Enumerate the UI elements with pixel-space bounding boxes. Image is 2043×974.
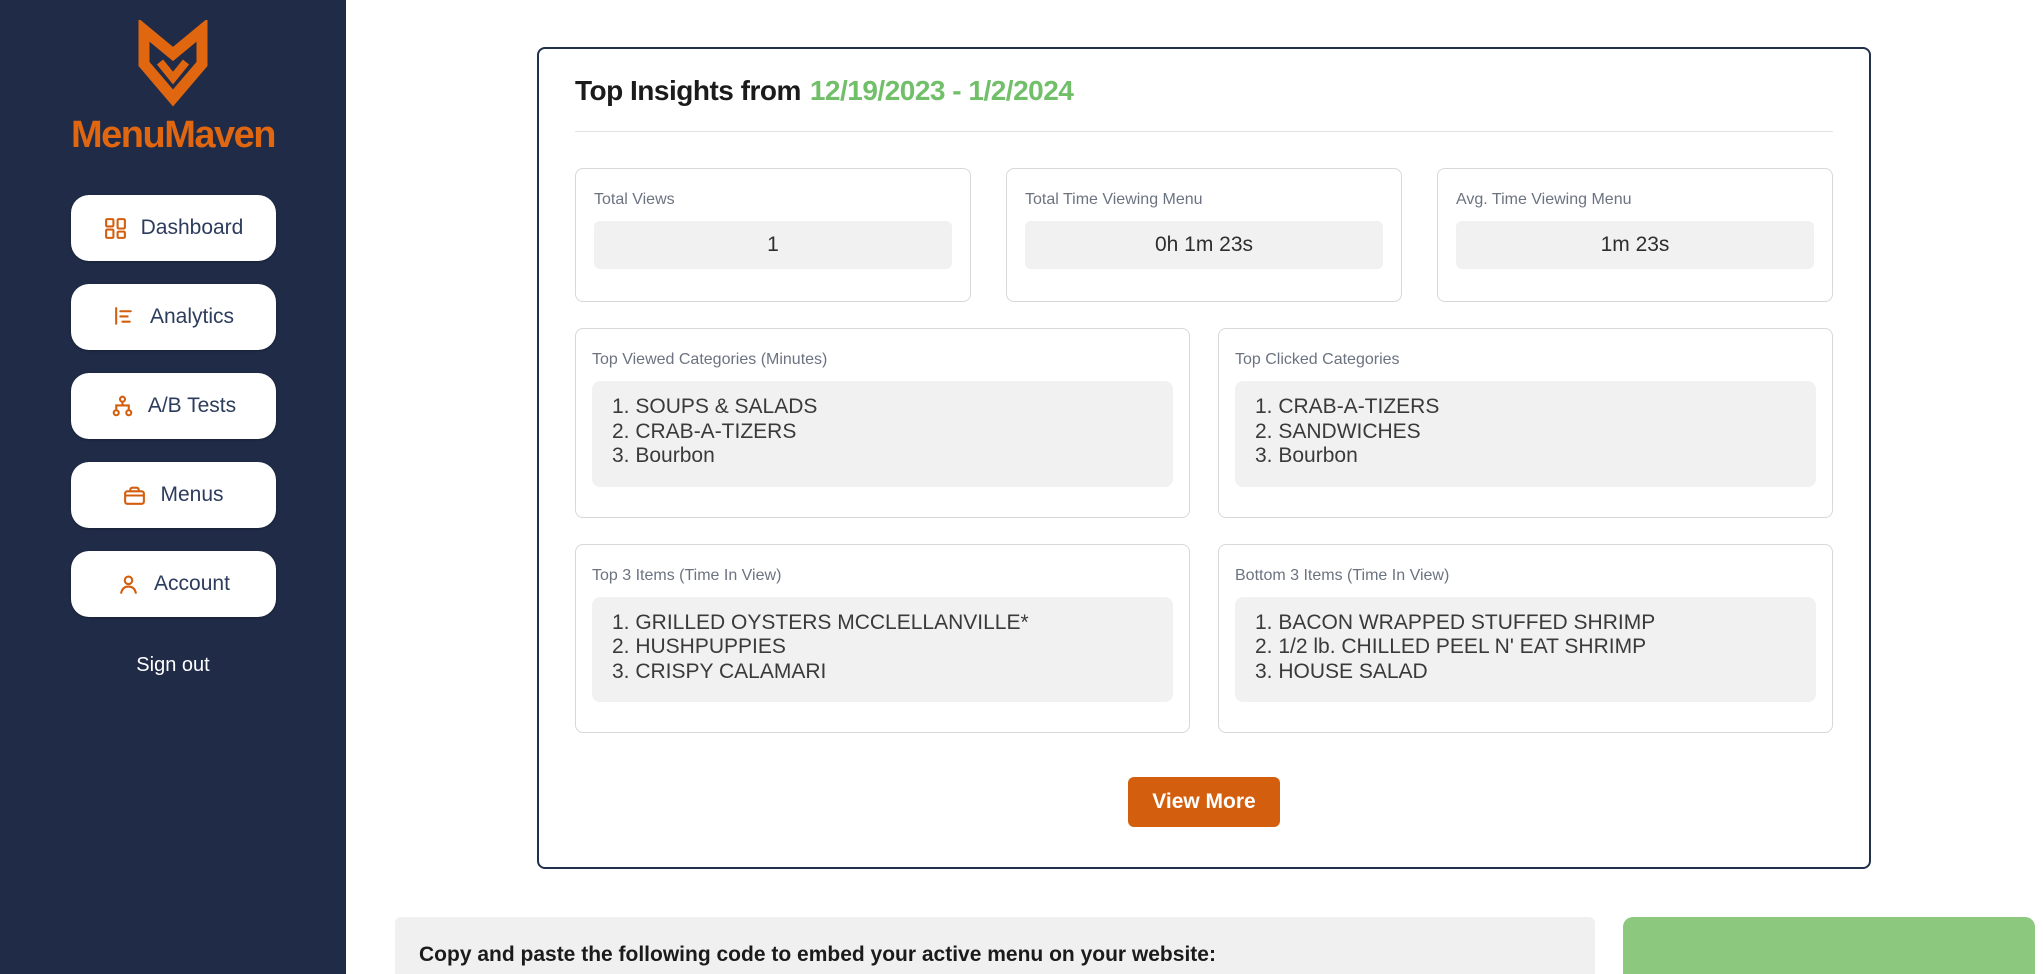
list-box: 1. CRAB-A-TIZERS 2. SANDWICHES 3. Bourbo… — [1235, 381, 1816, 487]
stat-value: 1m 23s — [1456, 221, 1814, 269]
briefcase-icon — [124, 486, 146, 505]
sign-out-link[interactable]: Sign out — [136, 654, 210, 676]
person-icon — [120, 575, 137, 594]
list-item: 3. Bourbon — [1255, 444, 1358, 468]
sidebar-item-label: Analytics — [149, 305, 235, 328]
stat-value: 0h 1m 23s — [1025, 221, 1383, 269]
list-card-bottom-items: Bottom 3 Items (Time In View) 1. BACON W… — [1218, 543, 1833, 734]
total-gained-promo: Total Gained on Menu Maven Coming Soon..… — [1623, 917, 2035, 974]
sidebar-item-account[interactable]: Account — [70, 551, 276, 617]
list-item: 2. HUSHPUPPIES — [612, 635, 786, 659]
list-card-top-items: Top 3 Items (Time In View) 1. GRILLED OY… — [575, 543, 1190, 734]
insights-title: Top Insights from 12/19/2023 - 1/2/2024 — [575, 75, 1833, 107]
stat-label: Avg. Time Viewing Menu — [1456, 191, 1632, 208]
list-item: 1. CRAB-A-TIZERS — [1255, 395, 1440, 418]
list-label: Bottom 3 Items (Time In View) — [1235, 566, 1450, 584]
list-item: 1. GRILLED OYSTERS MCCLELLANVILLE* — [612, 610, 1029, 634]
grid-icon — [104, 217, 126, 239]
stat-card-total-views: Total Views 1 — [575, 168, 971, 302]
bar-chart-icon — [115, 306, 132, 325]
list-label: Top Clicked Categories — [1235, 351, 1400, 368]
diagram-icon — [112, 395, 133, 416]
sidebar: MenuMaven Dashboard Analytics — [0, 0, 346, 974]
insight-lists: Top Viewed Categories (Minutes) 1. SOUPS… — [575, 328, 1833, 734]
view-more-wrap: View More — [575, 777, 1833, 828]
list-item: 3. Bourbon — [612, 444, 715, 468]
stat-value: 1 — [594, 221, 952, 269]
sidebar-item-label: Menus — [160, 483, 224, 506]
stat-label: Total Views — [594, 191, 675, 208]
list-label: Top 3 Items (Time In View) — [592, 566, 782, 584]
main-content: Top Insights from 12/19/2023 - 1/2/2024 T… — [346, 0, 2043, 974]
sidebar-nav: Dashboard Analytics A/B Tests — [70, 195, 276, 640]
stat-card-avg-time: Avg. Time Viewing Menu 1m 23s — [1437, 168, 1833, 302]
list-box: 1. GRILLED OYSTERS MCCLELLANVILLE* 2. HU… — [592, 596, 1173, 703]
sidebar-item-analytics[interactable]: Analytics — [70, 284, 276, 350]
menumaven-logo-icon — [138, 20, 208, 107]
list-item: 3. CRISPY CALAMARI — [612, 659, 827, 683]
bottom-row: Copy and paste the following code to emb… — [395, 917, 2043, 974]
sidebar-item-label: Dashboard — [140, 216, 244, 239]
menumaven-wordmark: MenuMaven — [71, 114, 276, 156]
sidebar-item-ab-tests[interactable]: A/B Tests — [70, 373, 276, 439]
insights-date-range: 12/19/2023 - 1/2/2024 — [809, 75, 1074, 106]
sidebar-item-menus[interactable]: Menus — [70, 462, 276, 528]
top-insights-panel: Top Insights from 12/19/2023 - 1/2/2024 T… — [537, 47, 1871, 870]
list-item: 1. BACON WRAPPED STUFFED SHRIMP — [1255, 610, 1656, 634]
list-box: 1. SOUPS & SALADS 2. CRAB-A-TIZERS 3. Bo… — [592, 381, 1173, 487]
stats-row: Total Views 1 Total Time Viewing Menu 0h… — [575, 168, 1833, 302]
embed-panel: Copy and paste the following code to emb… — [395, 917, 1595, 974]
sidebar-item-dashboard[interactable]: Dashboard — [70, 195, 276, 261]
list-item: 2. SANDWICHES — [1255, 419, 1421, 443]
embed-heading: Copy and paste the following code to emb… — [419, 943, 1216, 967]
list-label: Top Viewed Categories (Minutes) — [592, 351, 828, 368]
list-item: 1. SOUPS & SALADS — [612, 395, 818, 418]
insights-title-prefix: Top Insights from — [575, 75, 801, 106]
stat-label: Total Time Viewing Menu — [1025, 191, 1203, 208]
stat-card-total-time: Total Time Viewing Menu 0h 1m 23s — [1006, 168, 1402, 302]
insights-divider — [575, 131, 1833, 132]
sidebar-item-label: A/B Tests — [147, 394, 237, 417]
list-box: 1. BACON WRAPPED STUFFED SHRIMP 2. 1/2 l… — [1235, 596, 1816, 703]
list-card-top-viewed-categories: Top Viewed Categories (Minutes) 1. SOUPS… — [575, 328, 1190, 518]
view-more-button[interactable]: View More — [1128, 777, 1280, 828]
list-card-top-clicked-categories: Top Clicked Categories 1. CRAB-A-TIZERS … — [1218, 328, 1833, 518]
list-item: 3. HOUSE SALAD — [1255, 659, 1428, 683]
sidebar-item-label: Account — [154, 572, 230, 595]
list-item: 2. 1/2 lb. CHILLED PEEL N' EAT SHRIMP — [1255, 635, 1647, 659]
list-item: 2. CRAB-A-TIZERS — [612, 419, 797, 443]
